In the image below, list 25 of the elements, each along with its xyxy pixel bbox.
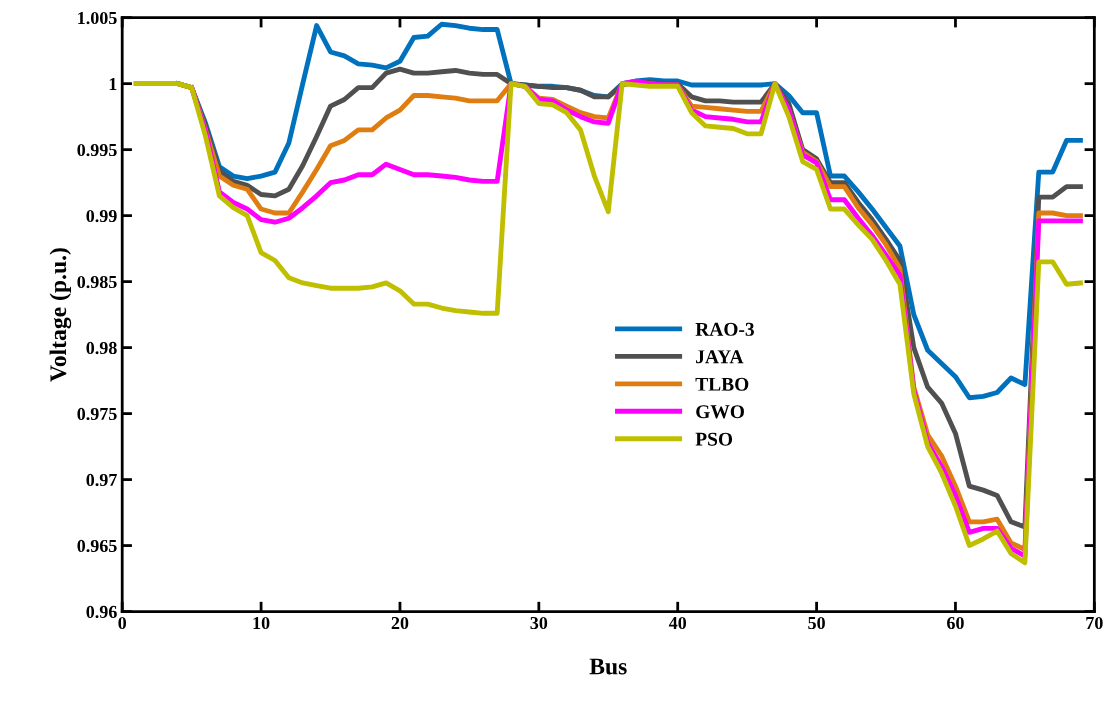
y-tick-label: 0.98	[86, 341, 117, 355]
y-tick-label: 0.96	[86, 605, 117, 619]
legend-label: RAO-3	[695, 322, 754, 336]
legend-label: TLBO	[695, 377, 749, 391]
x-tick-label: 20	[391, 616, 409, 630]
x-tick-label: 50	[808, 616, 825, 630]
y-tick-label: 1.005	[78, 11, 117, 25]
y-tick-label: 0.97	[86, 473, 117, 487]
y-axis-title: Voltage (p.u.)	[49, 248, 72, 382]
y-tick-label: 0.985	[77, 275, 117, 289]
x-tick-label: 30	[530, 616, 548, 630]
x-tick-label: 70	[1086, 616, 1103, 630]
legend-label: GWO	[696, 405, 744, 419]
x-tick-label: 40	[668, 616, 687, 630]
x-tick-label: 10	[253, 616, 270, 630]
y-tick-label: 0.995	[77, 143, 117, 157]
legend-label: PSO	[695, 432, 733, 446]
y-tick-label: 1	[109, 78, 117, 90]
x-tick-label: 0	[118, 616, 127, 630]
y-tick-label: 0.975	[77, 407, 117, 421]
y-tick-label: 0.99	[86, 209, 117, 223]
x-tick-label: 60	[947, 616, 964, 630]
x-axis-title: Bus	[589, 658, 627, 675]
y-tick-label: 0.965	[77, 539, 117, 553]
legend-label: JAYA	[696, 350, 744, 364]
